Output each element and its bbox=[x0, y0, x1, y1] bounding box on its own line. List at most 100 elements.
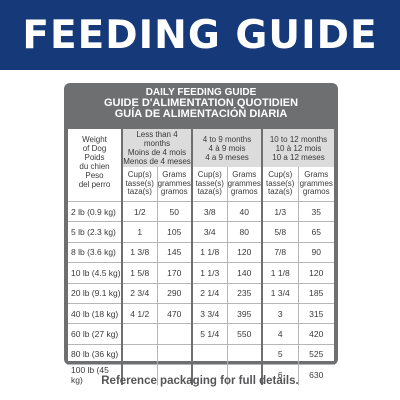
cups-header-line: Cup(s) bbox=[127, 170, 152, 180]
weight-header-line: du chien bbox=[79, 162, 110, 171]
weight-cell: 5 lb (2.3 kg) bbox=[68, 221, 122, 243]
cups-cell: 3 3/4 bbox=[191, 302, 227, 324]
cups-cell: 4 bbox=[261, 323, 298, 345]
table-row: 10 lb (4.5 kg) 1 5/8 170 1 1/3 140 1 1/8 120 bbox=[68, 262, 334, 284]
weight-cell: 40 lb (18 kg) bbox=[68, 302, 122, 324]
grams-header-line: Grams bbox=[162, 170, 187, 180]
cups-cell: 3/8 bbox=[191, 200, 227, 222]
grams-cell: 105 bbox=[156, 221, 192, 243]
grams-cell bbox=[226, 343, 262, 365]
grams-header-line: grammes bbox=[299, 178, 333, 188]
weight-cell: 8 lb (3.6 kg) bbox=[68, 241, 122, 263]
table-row: 40 lb (18 kg) 4 1/2 470 3 3/4 395 3 315 bbox=[68, 302, 334, 324]
cups-cell: 1/3 bbox=[261, 200, 298, 222]
cups-header: Cup(s) tasse(s) taza(s) bbox=[191, 167, 227, 202]
grams-cell bbox=[226, 364, 262, 386]
age-label: 10 a 12 meses bbox=[272, 152, 325, 162]
grams-cell: 170 bbox=[156, 262, 192, 284]
grams-cell bbox=[156, 323, 192, 345]
grams-cell: 120 bbox=[297, 262, 334, 284]
header-banner: FEEDING GUIDE bbox=[0, 0, 400, 70]
weight-cell: 100 lb (45 kg) bbox=[68, 364, 122, 386]
table-row: 20 lb (9.1 kg) 2 3/4 290 2 1/4 235 1 3/4 185 bbox=[68, 282, 334, 304]
cups-cell: 1 3/8 bbox=[121, 241, 157, 263]
cups-cell: 3 bbox=[261, 302, 298, 324]
cups-header-line: tasse(s) bbox=[125, 178, 154, 188]
cups-cell: 2 3/4 bbox=[121, 282, 157, 304]
feeding-table: Weight of Dog Poids du chien Peso del pe… bbox=[68, 129, 334, 386]
cups-cell: 4 1/2 bbox=[121, 302, 157, 324]
grams-cell: 35 bbox=[297, 200, 334, 222]
cups-cell: 1 1/3 bbox=[191, 262, 227, 284]
grams-header-line: grammes bbox=[227, 178, 261, 188]
age-label: 10 to 12 months bbox=[269, 134, 328, 144]
grams-header-line: Grams bbox=[304, 170, 329, 180]
grams-cell: 420 bbox=[297, 323, 334, 345]
cups-header-line: taza(s) bbox=[268, 187, 293, 197]
grams-cell: 65 bbox=[297, 221, 334, 243]
age-label: Menos de 4 meses bbox=[123, 157, 191, 166]
grams-cell: 140 bbox=[226, 262, 262, 284]
weight-cell: 80 lb (36 kg) bbox=[68, 343, 122, 365]
cups-cell bbox=[191, 364, 227, 386]
cups-cell: 7/8 bbox=[261, 241, 298, 263]
page-title: FEEDING GUIDE bbox=[22, 12, 378, 58]
cups-cell bbox=[121, 364, 157, 386]
weight-header: Weight of Dog Poids du chien Peso del pe… bbox=[68, 129, 122, 202]
guide-title-en: DAILY FEEDING GUIDE bbox=[145, 87, 257, 98]
cups-header-line: taza(s) bbox=[127, 187, 152, 197]
grams-header: Grams grammes gramos bbox=[297, 167, 334, 202]
grams-cell: 185 bbox=[297, 282, 334, 304]
grams-cell: 145 bbox=[156, 241, 192, 263]
grams-cell: 235 bbox=[226, 282, 262, 304]
cups-cell: 1 5/8 bbox=[121, 262, 157, 284]
grams-cell bbox=[156, 364, 192, 386]
cups-cell: 6 bbox=[261, 364, 298, 386]
weight-header-line: of Dog bbox=[82, 144, 107, 153]
table-row: 8 lb (3.6 kg) 1 3/8 145 1 1/8 120 7/8 90 bbox=[68, 241, 334, 263]
grams-cell: 290 bbox=[156, 282, 192, 304]
grams-cell: 315 bbox=[297, 302, 334, 324]
weight-header-line: Poids bbox=[84, 153, 105, 162]
table-row: 100 lb (45 kg) 6 630 bbox=[68, 364, 334, 386]
cups-header: Cup(s) tasse(s) taza(s) bbox=[121, 167, 157, 202]
cups-cell bbox=[121, 323, 157, 345]
grams-cell: 395 bbox=[226, 302, 262, 324]
cups-cell: 5 bbox=[261, 343, 298, 365]
weight-cell: 20 lb (9.1 kg) bbox=[68, 282, 122, 304]
cups-cell: 2 1/4 bbox=[191, 282, 227, 304]
age-label: 4 à 9 mois bbox=[208, 143, 246, 153]
feeding-table-container: Weight of Dog Poids du chien Peso del pe… bbox=[68, 129, 334, 386]
weight-cell: 2 lb (0.9 kg) bbox=[68, 200, 122, 222]
cups-cell bbox=[121, 343, 157, 365]
feeding-guide-panel: DAILY FEEDING GUIDE GUIDE D'ALIMENTATION… bbox=[64, 83, 338, 386]
age-header-under-4-months: Less than 4 months Moins de 4 mois Menos… bbox=[121, 129, 192, 167]
cups-cell: 3/4 bbox=[191, 221, 227, 243]
table-row: 2 lb (0.9 kg) 1/2 50 3/8 40 1/3 35 bbox=[68, 200, 334, 222]
grams-header: Grams grammes gramos bbox=[156, 167, 192, 202]
grams-cell: 470 bbox=[156, 302, 192, 324]
grams-header-line: gramos bbox=[160, 187, 188, 197]
guide-title-fr: GUIDE D'ALIMENTATION QUOTIDIEN bbox=[103, 97, 299, 109]
weight-cell: 60 lb (27 kg) bbox=[68, 323, 122, 345]
cups-cell: 1/2 bbox=[121, 200, 157, 222]
grams-header-line: grammes bbox=[157, 178, 191, 188]
cups-cell: 5 1/4 bbox=[191, 323, 227, 345]
cups-header-line: taza(s) bbox=[197, 187, 222, 197]
guide-header: DAILY FEEDING GUIDE GUIDE D'ALIMENTATION… bbox=[64, 83, 338, 129]
cups-header-line: tasse(s) bbox=[266, 178, 295, 188]
table-row: 5 lb (2.3 kg) 1 105 3/4 80 5/8 65 bbox=[68, 221, 334, 243]
weight-header-line: Weight bbox=[82, 135, 107, 144]
grams-header: Grams grammes gramos bbox=[226, 167, 262, 202]
cups-header: Cup(s) tasse(s) taza(s) bbox=[261, 167, 298, 202]
grams-header-line: gramos bbox=[302, 187, 330, 197]
age-label: Less than 4 months bbox=[136, 130, 178, 148]
table-body: 2 lb (0.9 kg) 1/2 50 3/8 40 1/3 35 5 lb (2.3 kg… bbox=[68, 200, 334, 386]
weight-cell: 10 lb (4.5 kg) bbox=[68, 262, 122, 284]
grams-cell: 630 bbox=[297, 364, 334, 386]
grams-cell bbox=[156, 343, 192, 365]
grams-cell: 550 bbox=[226, 323, 262, 345]
grams-cell: 50 bbox=[156, 200, 192, 222]
age-label: Moins de 4 mois bbox=[127, 148, 187, 157]
table-row: 60 lb (27 kg) 5 1/4 550 4 420 bbox=[68, 323, 334, 345]
